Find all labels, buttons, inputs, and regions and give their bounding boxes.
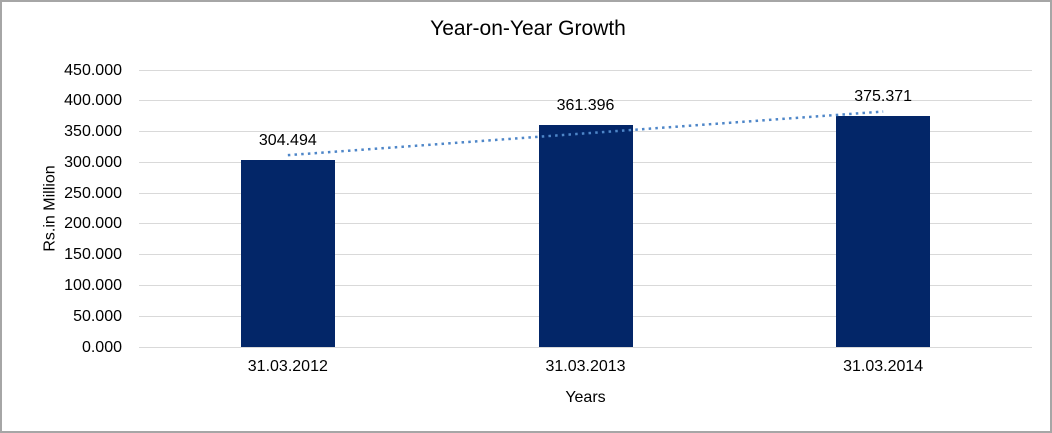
y-tick-label: 400.000: [64, 92, 122, 110]
x-axis-tick-labels: 31.03.2012 31.03.2013 31.03.2014: [139, 357, 1032, 377]
data-label: 304.494: [258, 131, 317, 149]
bar-31.03.2014: [836, 115, 931, 347]
x-tick-label: 31.03.2013: [545, 358, 626, 375]
y-axis-tick-labels: 450.000 400.000 350.000 300.000 250.000 200.0…: [2, 2, 122, 431]
x-tick-label: 31.03.2014: [843, 358, 924, 375]
bar-31.03.2013: [538, 124, 633, 347]
y-tick-label: 50.000: [73, 307, 122, 325]
gridline: [139, 100, 1032, 102]
chart-title: Year-on-Year Growth: [430, 17, 626, 40]
x-axis-title: Years: [565, 389, 606, 406]
trendline: [287, 110, 884, 157]
x-axis-line: [139, 346, 1032, 348]
gridline: [139, 69, 1032, 71]
y-tick-label: 450.000: [64, 61, 122, 79]
y-tick-label: 200.000: [64, 215, 122, 233]
bar-31.03.2012: [240, 159, 335, 347]
y-tick-label: 100.000: [64, 276, 122, 294]
plot-area: 304.494 361.396 375.371: [139, 69, 1032, 348]
x-tick-label: 31.03.2012: [247, 358, 328, 375]
data-label: 361.396: [556, 96, 615, 114]
y-tick-label: 350.000: [64, 123, 122, 141]
y-tick-label: 300.000: [64, 153, 122, 171]
y-tick-label: 0.000: [81, 338, 122, 356]
y-tick-label: 250.000: [64, 184, 122, 202]
data-label: 375.371: [854, 87, 913, 105]
y-tick-label: 150.000: [64, 246, 122, 264]
